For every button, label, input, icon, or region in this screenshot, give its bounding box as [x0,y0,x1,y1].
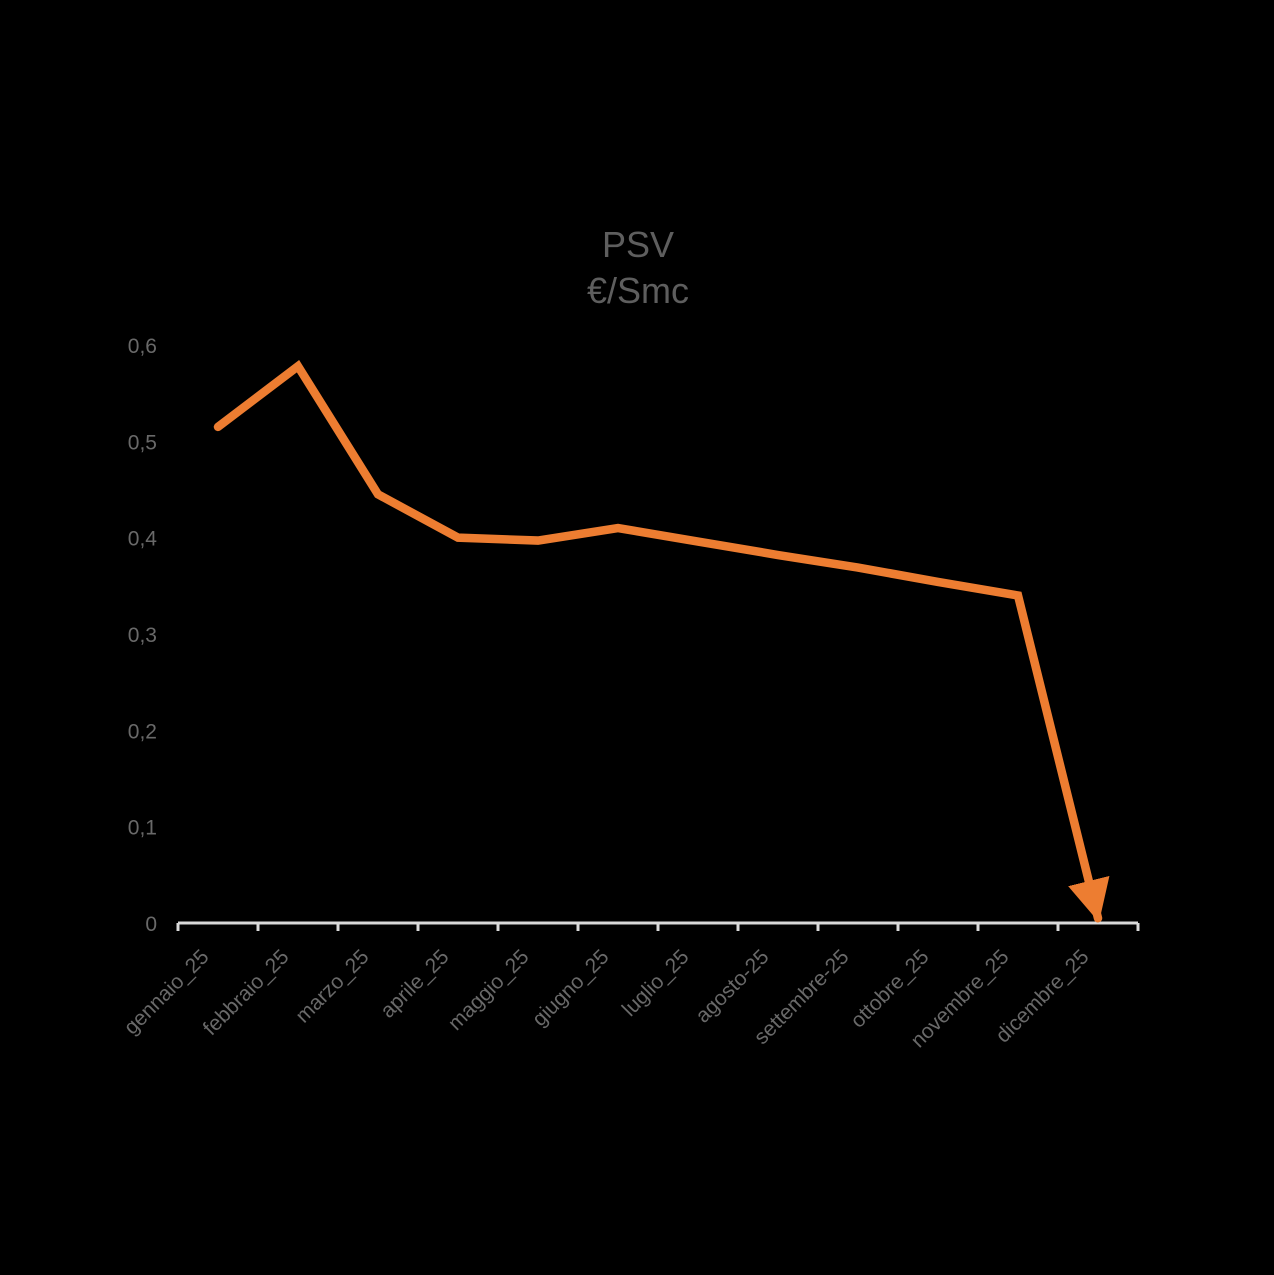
x-axis-tick-label: agosto-25 [691,945,773,1027]
chart-subtitle: €/Smc [587,270,689,311]
x-axis-tick-label: luglio_25 [618,945,694,1021]
y-axis-tick-label: 0,1 [128,817,157,840]
y-axis-tick-label: 0,2 [128,720,157,743]
y-axis-tick-label: 0,4 [128,528,158,551]
x-axis-tick-label: marzo_25 [291,945,373,1027]
y-axis-tick-label: 0,6 [128,335,157,358]
x-axis-tick-label: aprile_25 [376,945,453,1022]
x-axis-tick-label: ottobre_25 [846,945,933,1032]
x-axis-tick-label: giugno_25 [528,945,614,1031]
y-axis-tick-label: 0,3 [128,624,157,647]
psv-series-line [213,359,1110,923]
x-axis-tick-label: febbraio_25 [199,945,294,1040]
y-axis-tick-label: 0,5 [128,431,157,454]
x-axis-tick-label: maggio_25 [444,945,534,1035]
chart-title: PSV [602,224,674,265]
series-layer [213,359,1110,923]
y-axis-tick-label: 0 [145,913,157,936]
axes-layer [176,921,1140,931]
axis-labels-layer: 00,10,20,30,40,50,6gennaio_25febbraio_25… [120,335,1094,1052]
